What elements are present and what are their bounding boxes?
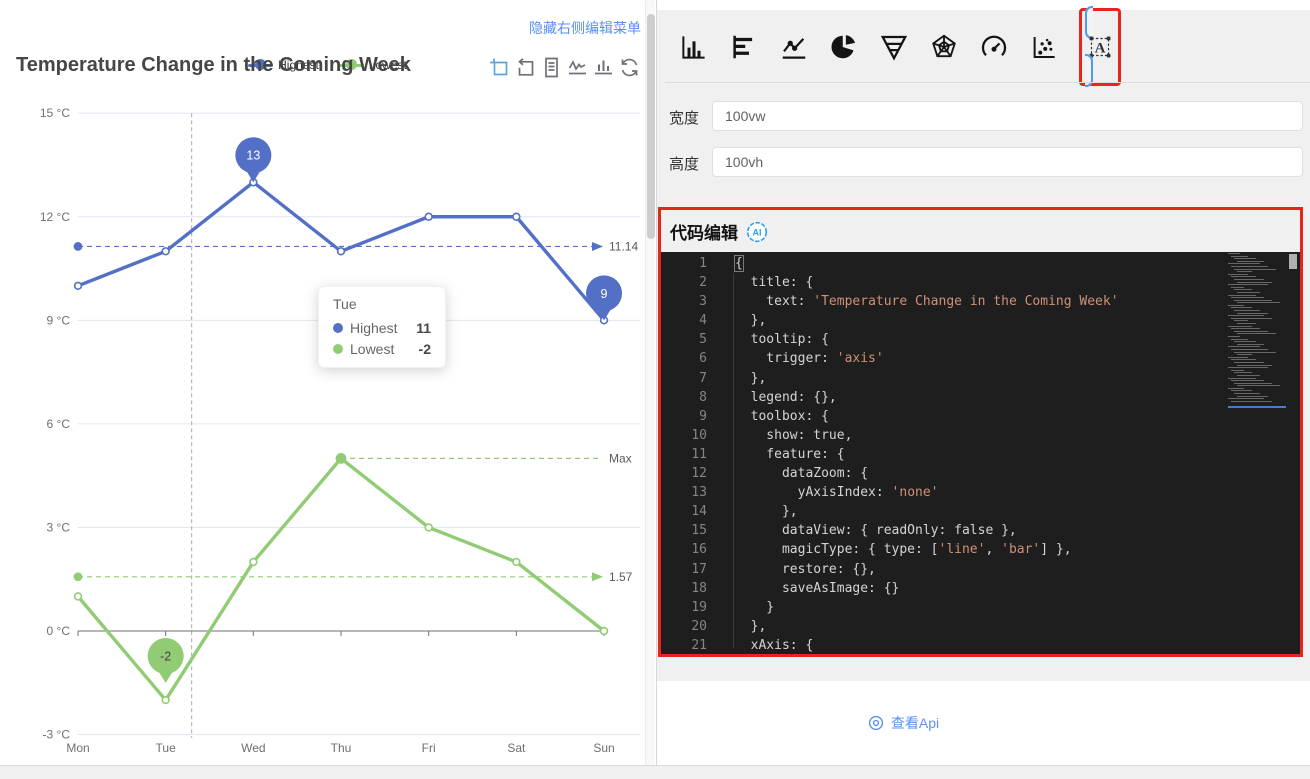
- view-api-label: 查看Api: [890, 715, 940, 731]
- svg-text:Sun: Sun: [593, 741, 614, 755]
- scatter-chart-icon[interactable]: [1029, 32, 1059, 62]
- height-input[interactable]: [712, 147, 1303, 177]
- code-editor[interactable]: 1 2 3 4 5 6 7 8 9 10 11 12 13 14 15 16 17 18 19 20 21 { titl…: [661, 252, 1300, 654]
- minimap-marker: [1228, 406, 1286, 408]
- bar-chart-icon[interactable]: [679, 32, 709, 62]
- api-link-block: 查看Api: [657, 681, 1310, 765]
- chart-toolbox: [488, 56, 655, 79]
- pie-chart-icon[interactable]: [829, 32, 859, 62]
- ai-assistant-icon[interactable]: AI: [745, 220, 769, 244]
- svg-text:0 °C: 0 °C: [47, 624, 71, 638]
- legend-marker: [248, 58, 274, 72]
- code-content[interactable]: { title: { text: 'Temperature Change in …: [734, 255, 1119, 653]
- svg-text:AI: AI: [753, 227, 762, 237]
- svg-text:Fri: Fri: [422, 741, 436, 755]
- svg-text:13: 13: [246, 149, 260, 163]
- legend-item-highest[interactable]: Highest: [248, 58, 319, 72]
- mark-point-pin: -2: [147, 638, 184, 684]
- left-panel-scrollbar[interactable]: [645, 0, 655, 765]
- minimap[interactable]: [1228, 253, 1286, 653]
- top-strip: [657, 0, 1310, 10]
- view-api-link[interactable]: 查看Api: [868, 713, 939, 733]
- svg-text:15 °C: 15 °C: [40, 106, 70, 120]
- radar-chart-icon[interactable]: [929, 32, 959, 62]
- scrollbar-thumb[interactable]: [647, 14, 655, 239]
- code-editor-title: 代码编辑: [670, 224, 738, 243]
- code-editor-section: 代码编辑 AI 1 2 3 4 5 6 7 8 9 10 11 12 13 14 15 16 17 18 19 20 2…: [658, 207, 1303, 657]
- text-component-icon[interactable]: A: [1085, 32, 1115, 62]
- data-zoom-icon[interactable]: [488, 56, 511, 79]
- height-field-row: 高度: [657, 147, 1310, 177]
- width-field-row: 宽度: [657, 101, 1310, 131]
- gauge-chart-icon[interactable]: [979, 32, 1009, 62]
- svg-text:Sat: Sat: [507, 741, 526, 755]
- svg-text:9 °C: 9 °C: [47, 313, 71, 327]
- svg-text:A: A: [1095, 41, 1106, 57]
- svg-text:Max: Max: [609, 451, 632, 465]
- indent-guide: [733, 273, 734, 648]
- svg-text:12 °C: 12 °C: [40, 210, 70, 224]
- legend-label: Highest: [278, 58, 319, 72]
- mark-line: 1.57: [73, 570, 633, 584]
- width-label: 宽度: [669, 110, 700, 127]
- chart-type-toolbar: A: [679, 6, 1121, 87]
- max-mark-line: Max: [341, 451, 632, 465]
- chart-tooltip: Tue Highest 11 Lowest -2: [318, 286, 446, 368]
- tooltip-title: Tue: [333, 296, 357, 312]
- line-chart-icon[interactable]: [779, 32, 809, 62]
- tooltip-row-lowest: Lowest -2: [333, 341, 431, 357]
- eye-icon: [868, 715, 883, 731]
- editor-scrollbar[interactable]: [1287, 252, 1300, 654]
- restore-icon[interactable]: [618, 56, 641, 79]
- svg-text:Mon: Mon: [66, 741, 89, 755]
- text-component-selected[interactable]: A: [1085, 6, 1115, 87]
- funnel-chart-icon[interactable]: [879, 32, 909, 62]
- svg-text:9: 9: [601, 287, 608, 301]
- magic-type-bar-icon[interactable]: [592, 56, 615, 79]
- chart-legend: Highest Lowest: [0, 58, 655, 72]
- editor-scrollbar-thumb[interactable]: [1289, 254, 1297, 269]
- series-highest: [73, 178, 609, 325]
- selected-icon-annotation: A: [1079, 6, 1121, 87]
- mark-point-pin: 13: [235, 137, 272, 183]
- x-axis: [77, 630, 609, 636]
- data-view-icon[interactable]: [540, 56, 563, 79]
- divider: [665, 82, 1310, 83]
- svg-text:-2: -2: [160, 650, 171, 664]
- horizontal-bar-chart-icon[interactable]: [729, 32, 759, 62]
- svg-text:3 °C: 3 °C: [47, 520, 71, 534]
- svg-text:6 °C: 6 °C: [47, 417, 71, 431]
- svg-text:-3 °C: -3 °C: [43, 728, 71, 742]
- svg-text:Wed: Wed: [241, 741, 265, 755]
- magic-type-line-icon[interactable]: [566, 56, 589, 79]
- svg-text:Thu: Thu: [331, 741, 352, 755]
- width-input[interactable]: [712, 101, 1303, 131]
- series-lowest: [73, 452, 609, 705]
- code-editor-header: 代码编辑 AI: [670, 219, 769, 244]
- svg-text:Tue: Tue: [156, 741, 177, 755]
- horizontal-scrollbar[interactable]: [0, 765, 1310, 779]
- chart-title: Temperature Change in the Coming Week: [16, 54, 411, 76]
- line-numbers: 1 2 3 4 5 6 7 8 9 10 11 12 13 14 15 16 17 18 19 20 21: [691, 256, 707, 653]
- legend-item-lowest[interactable]: Lowest: [338, 58, 407, 72]
- svg-text:1.57: 1.57: [609, 570, 633, 584]
- legend-marker: [338, 58, 364, 72]
- svg-text:11.14: 11.14: [609, 239, 638, 253]
- data-zoom-reset-icon[interactable]: [514, 56, 537, 79]
- legend-label: Lowest: [368, 58, 407, 72]
- mark-point-pin: 9: [586, 275, 623, 321]
- hide-right-menu-link[interactable]: 隐藏右侧编辑菜单: [529, 20, 641, 36]
- height-label: 高度: [669, 156, 700, 173]
- grid-lines: [78, 112, 640, 736]
- tooltip-row-highest: Highest 11: [333, 320, 431, 336]
- chart-preview-panel: 隐藏右侧编辑菜单 Temperature Change in the Comin…: [0, 0, 655, 765]
